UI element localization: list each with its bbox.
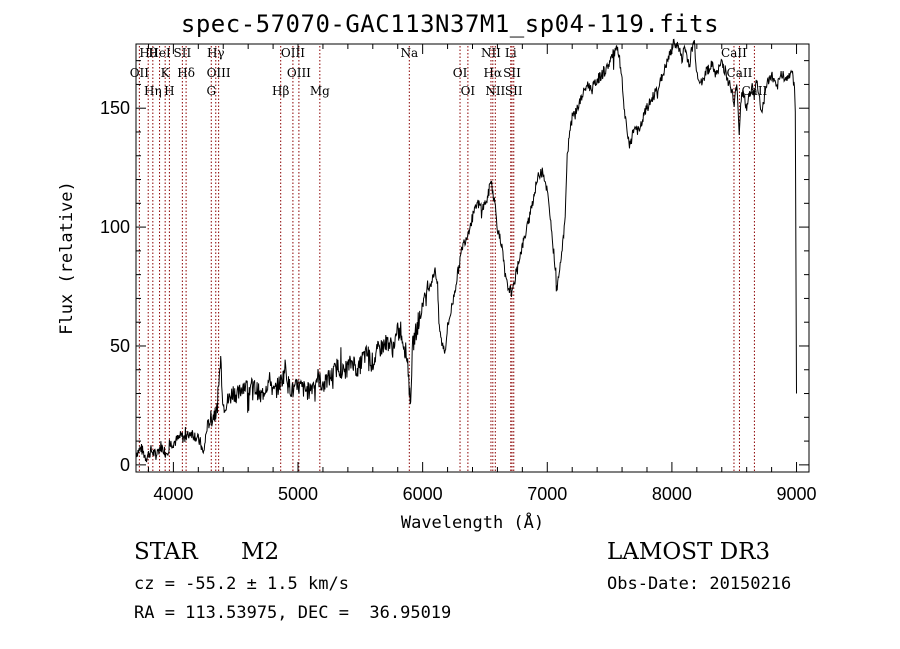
y-axis-label: Flux (relative) (57, 181, 77, 335)
line-label: K (161, 66, 171, 80)
line-label: OI (461, 84, 476, 98)
line-label: SII (174, 46, 192, 60)
object-class: STAR (134, 539, 198, 565)
line-label: Hθ (139, 46, 157, 60)
x-axis-label: Wavelength (Å) (401, 511, 544, 533)
line-label: SII (503, 66, 521, 80)
line-label: OII (130, 66, 150, 80)
x-tick-label: 4000 (153, 484, 193, 504)
line-label: OI (453, 66, 468, 80)
line-label: SII (505, 84, 523, 98)
line-label: Na (400, 46, 418, 60)
line-label: OIII (281, 46, 305, 60)
coordinates: RA = 113.53975, DEC = 36.95019 (134, 603, 452, 623)
x-tick-label: 5000 (278, 484, 318, 504)
y-tick-label: 100 (100, 217, 130, 237)
line-label: OIII (287, 66, 311, 80)
spectral-subclass: M2 (241, 539, 280, 565)
line-label: Hη (144, 84, 162, 98)
chart-title: spec-57070-GAC113N37M1_sp04-119.fits (180, 10, 720, 38)
line-label: G (206, 84, 216, 98)
line-label: NII (485, 84, 505, 98)
redshift-readout: cz = -55.2 ± 1.5 km/s (134, 574, 349, 594)
line-label: Hβ (272, 84, 289, 98)
line-label: Mg (310, 84, 330, 98)
line-label: H (164, 84, 174, 98)
survey-name: LAMOST DR3 (607, 539, 771, 565)
x-tick-label: 6000 (403, 484, 443, 504)
x-tick-label: 9000 (777, 484, 817, 504)
y-tick-label: 150 (100, 98, 130, 118)
y-tick-label: 50 (110, 336, 130, 356)
line-label: Hδ (177, 66, 195, 80)
line-label: CaII (727, 66, 753, 80)
plot-frame (135, 43, 810, 473)
line-label: Hγ (207, 46, 225, 60)
line-label: HeI (148, 46, 171, 60)
x-tick-label: 7000 (527, 484, 567, 504)
obs-date: Obs-Date: 20150216 (607, 574, 792, 594)
spectrum-line (135, 38, 797, 463)
y-tick-label: 0 (120, 455, 130, 475)
x-tick-label: 8000 (652, 484, 692, 504)
line-label: Li (505, 46, 517, 60)
line-label: Hα (484, 66, 503, 80)
line-label: CaII (721, 46, 747, 60)
line-label: NII (481, 46, 501, 60)
line-label: OIII (207, 66, 231, 80)
